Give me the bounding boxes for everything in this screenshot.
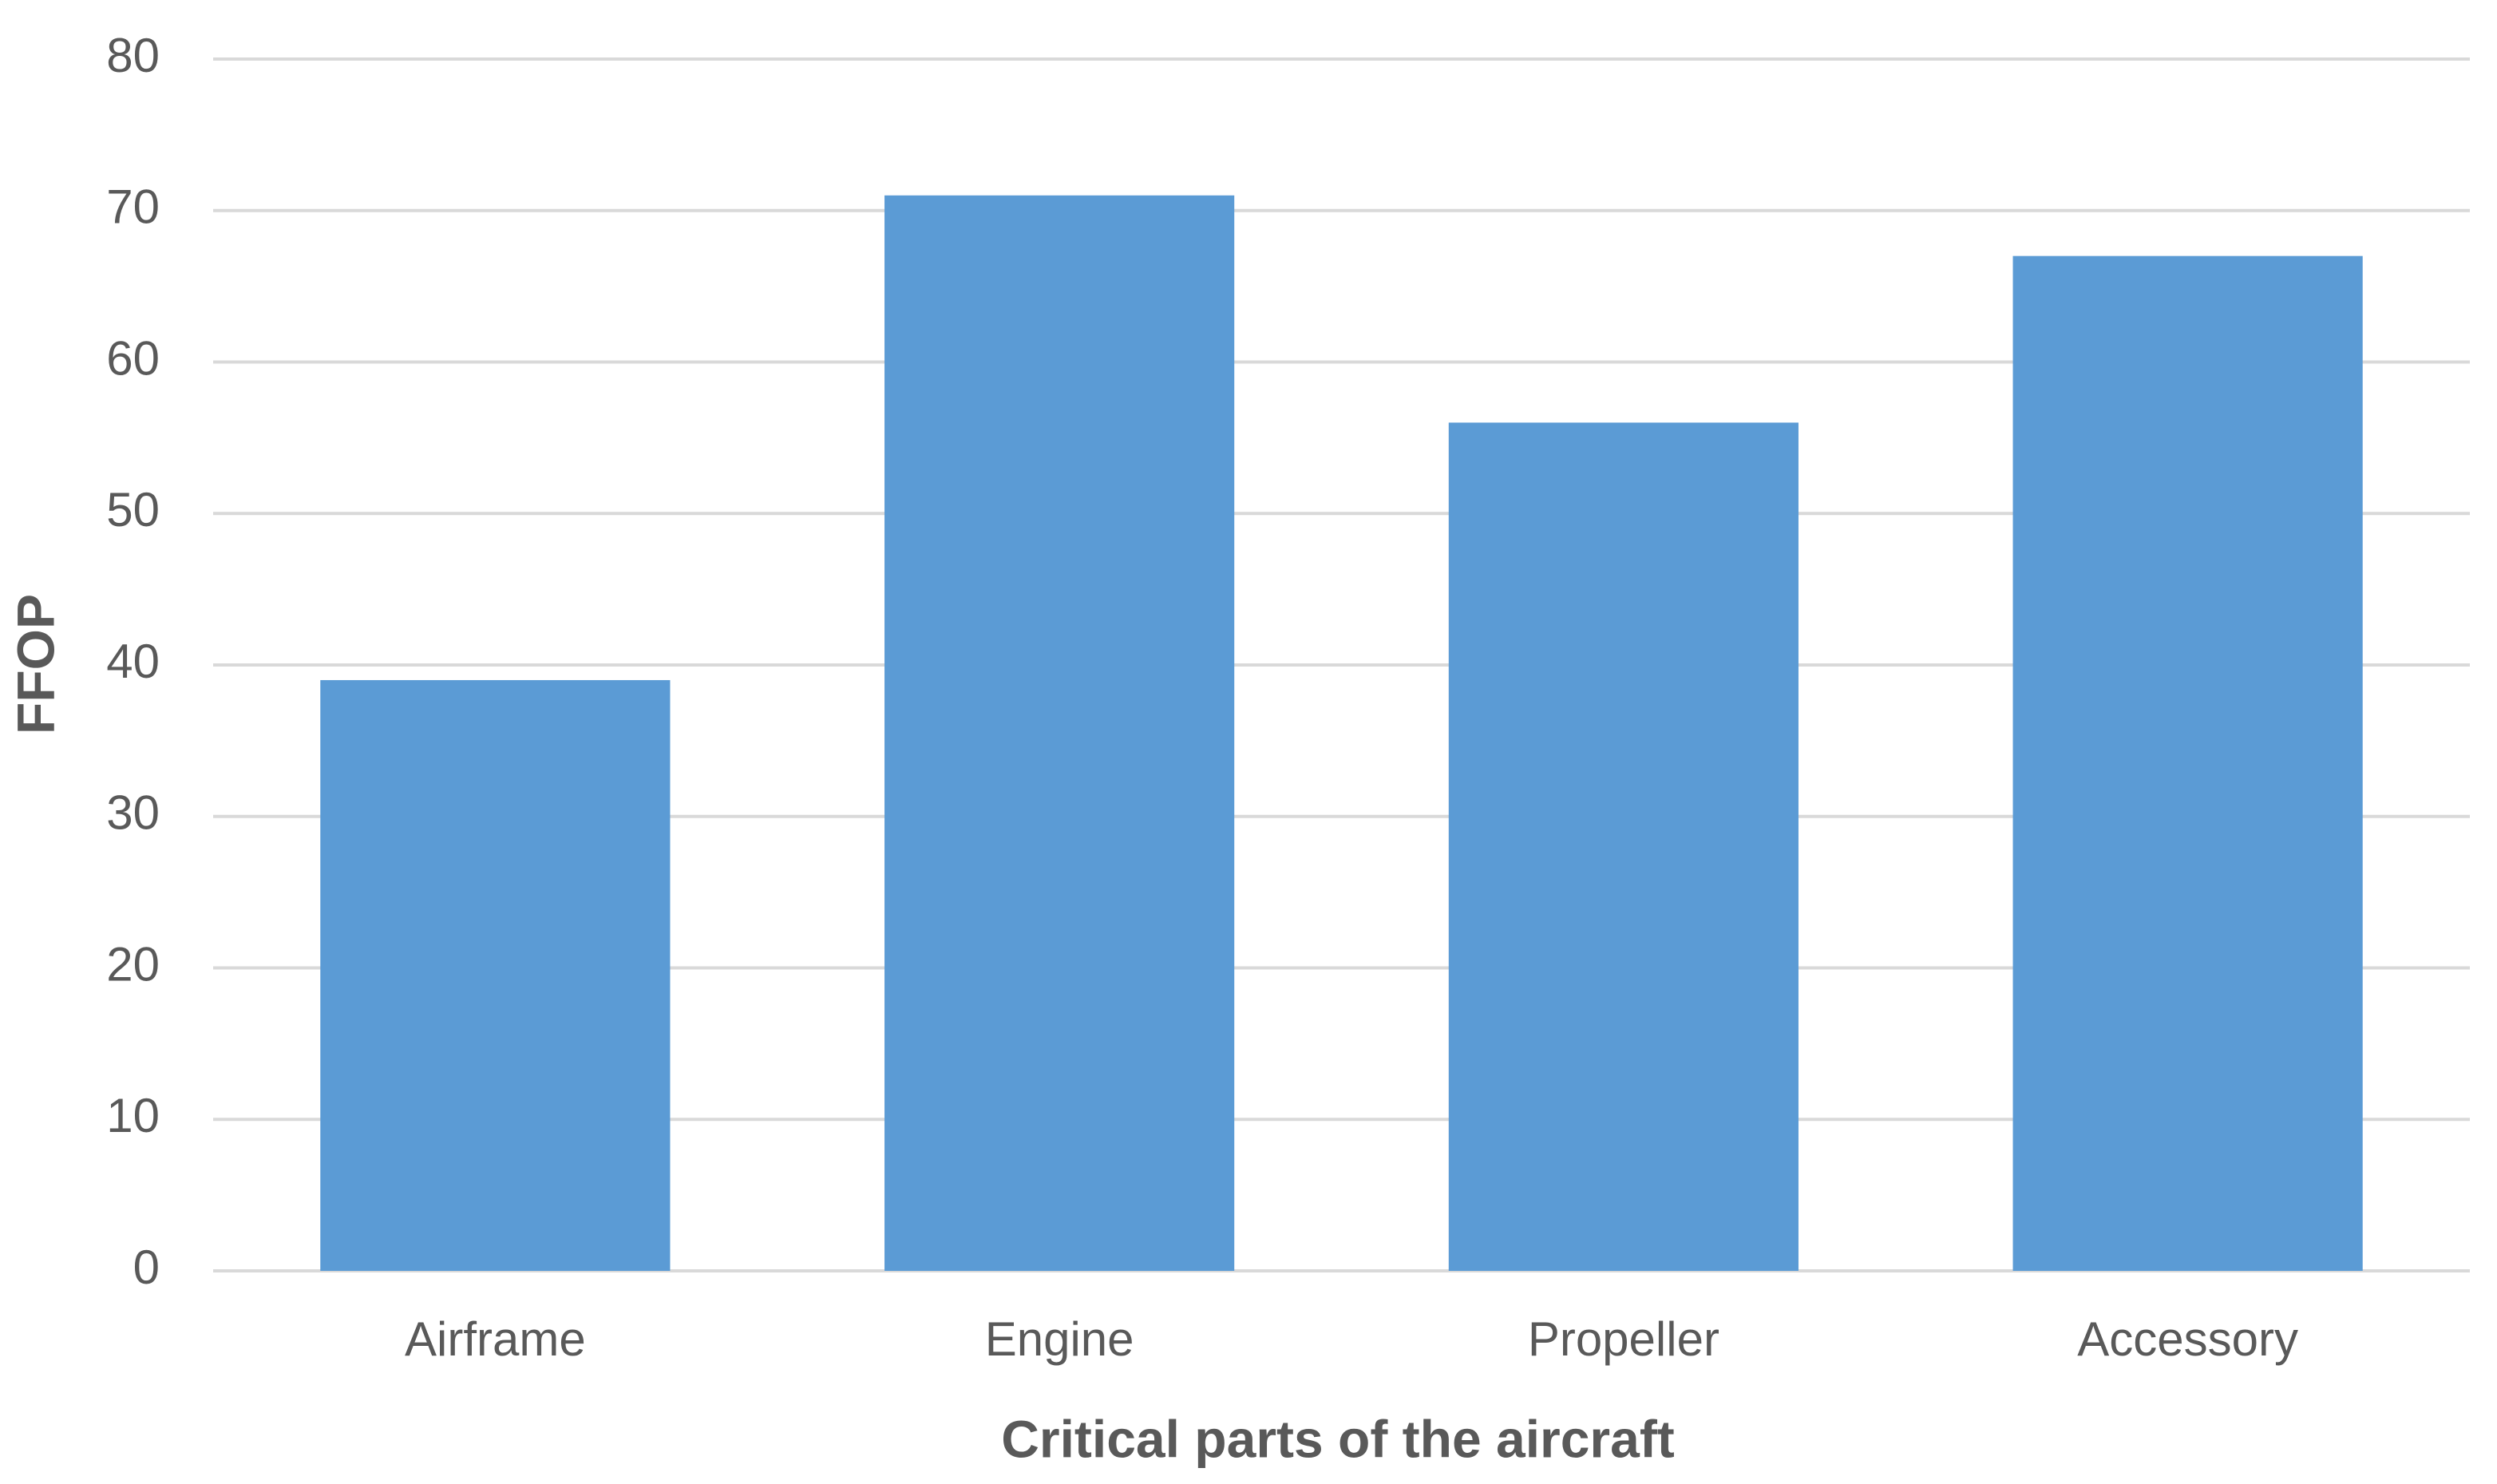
y-tick-label: 70 [106,180,160,234]
x-tick-label: Accessory [2077,1312,2298,1366]
y-tick-label: 80 [106,29,160,82]
bar [884,195,1235,1271]
bar [2012,255,2363,1271]
y-tick-label: 40 [106,635,160,688]
y-tick-label: 0 [133,1241,160,1294]
x-tick-label: Airframe [405,1312,586,1366]
y-tick-label: 10 [106,1089,160,1142]
x-axis-title: Critical parts of the aircraft [1001,1409,1675,1468]
x-tick-label: Engine [985,1312,1134,1366]
y-tick-label: 20 [106,937,160,991]
y-axis-title: FFOP [6,594,65,734]
bar [1448,422,1799,1271]
y-tick-label: 60 [106,331,160,385]
y-tick-label: 30 [106,786,160,840]
y-tick-label: 50 [106,483,160,536]
bar [320,679,671,1271]
x-tick-label: Propeller [1528,1312,1719,1366]
